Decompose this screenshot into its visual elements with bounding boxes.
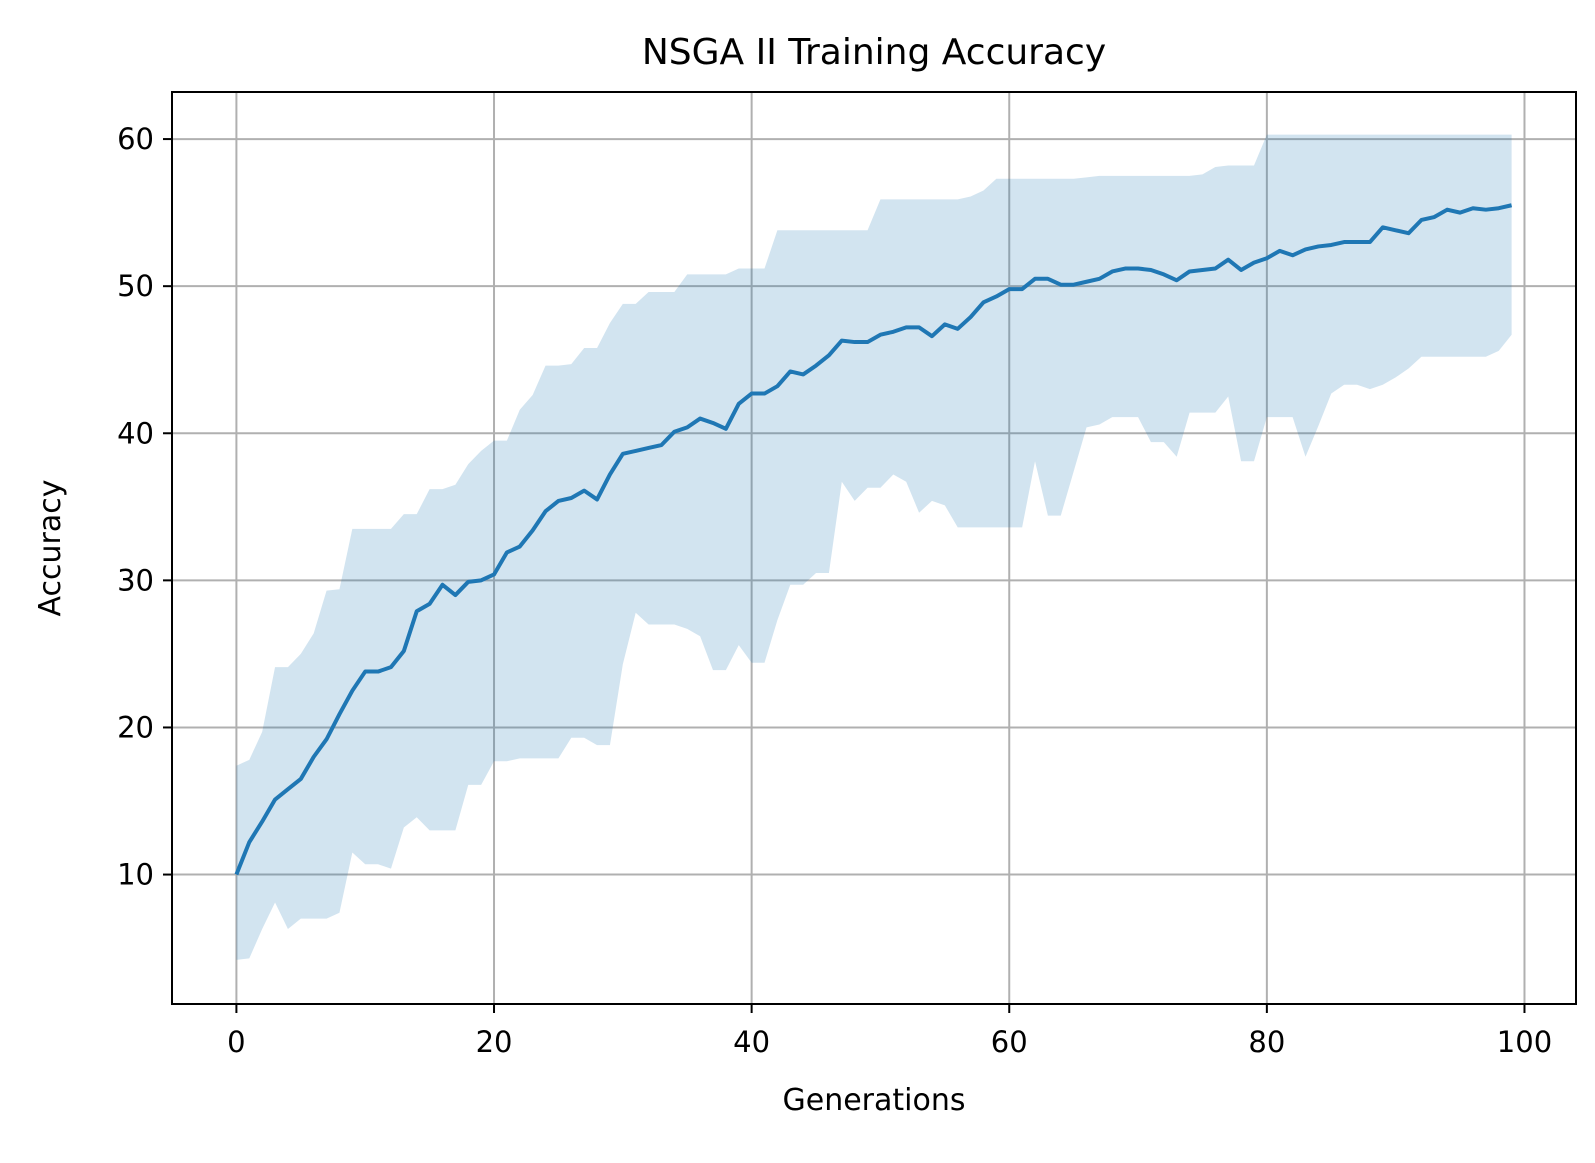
- x-tick-label: 80: [1248, 1025, 1285, 1059]
- x-tick-label: 0: [227, 1025, 245, 1059]
- chart-title: NSGA II Training Accuracy: [642, 32, 1106, 73]
- grid: [172, 92, 1576, 1004]
- axis-ticks: 0 20 40 60 80 100 10 20 30 40 50 60: [117, 122, 1552, 1059]
- min-max-band: [236, 134, 1512, 960]
- y-tick-label: 40: [117, 416, 154, 450]
- x-tick-label: 20: [476, 1025, 513, 1059]
- y-tick-label: 10: [117, 858, 154, 892]
- x-axis-label: Generations: [783, 1083, 966, 1118]
- x-tick-label: 60: [991, 1025, 1028, 1059]
- mean-accuracy-series: [234, 203, 1513, 876]
- x-tick-label: 40: [733, 1025, 770, 1059]
- variation-band: [236, 134, 1512, 960]
- x-tick-label: 100: [1497, 1025, 1552, 1059]
- axes-frame: [171, 91, 1577, 1005]
- y-tick-label: 30: [117, 563, 154, 597]
- y-tick-label: 60: [117, 122, 154, 156]
- y-tick-label: 20: [117, 710, 154, 744]
- y-axis-label: Accuracy: [33, 480, 68, 617]
- mean-accuracy-line: [234, 203, 1513, 876]
- y-tick-label: 50: [117, 269, 154, 303]
